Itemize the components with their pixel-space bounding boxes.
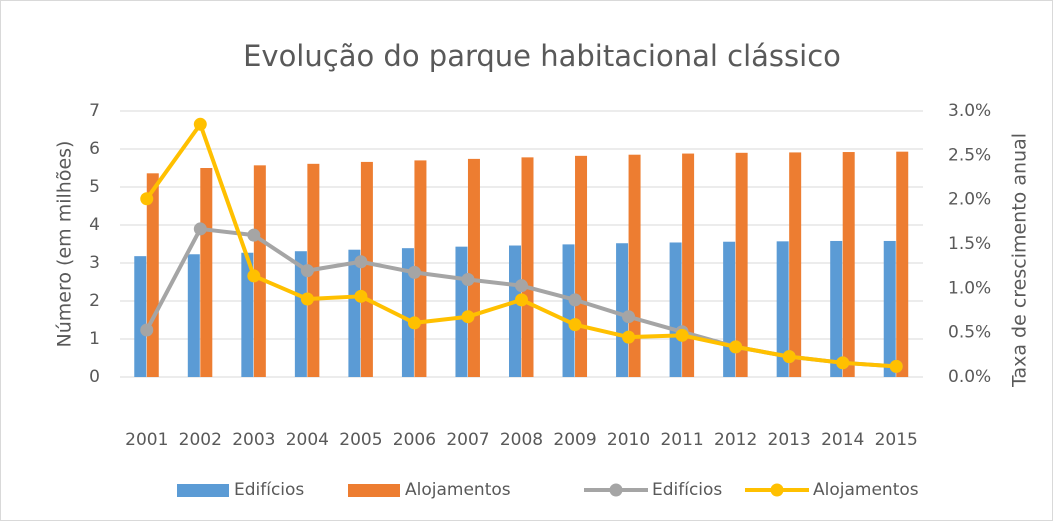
- bar: [842, 152, 855, 377]
- y-tick-label: 3: [89, 253, 100, 273]
- x-tick-label: 2008: [500, 430, 543, 450]
- bar: [348, 249, 361, 377]
- x-tick-label: 2002: [179, 430, 222, 450]
- y-tick-label: 2: [89, 291, 100, 311]
- bar: [294, 251, 307, 377]
- y2-tick-label: 2.0%: [948, 190, 991, 210]
- x-tick-label: 2005: [339, 430, 382, 450]
- bar: [896, 151, 909, 377]
- y2-tick-label: 1.0%: [948, 278, 991, 298]
- point: [836, 356, 850, 370]
- point: [729, 340, 743, 354]
- bar: [628, 154, 641, 377]
- y2-tick-label: 0.5%: [948, 323, 991, 343]
- bar: [616, 243, 629, 377]
- x-tick-label: 2004: [286, 430, 329, 450]
- point: [193, 222, 207, 236]
- point: [568, 293, 582, 307]
- bar: [682, 153, 695, 377]
- point: [354, 289, 368, 303]
- point: [247, 269, 261, 283]
- bar: [575, 155, 588, 377]
- bar: [776, 241, 789, 377]
- bar: [521, 157, 534, 377]
- x-tick-label: 2009: [553, 430, 596, 450]
- chart-title: Evolução do parque habitacional clássico: [243, 39, 841, 73]
- bar: [509, 245, 521, 377]
- point: [515, 279, 528, 293]
- point: [354, 255, 368, 269]
- bar: [134, 256, 147, 377]
- y-tick-label: 0: [89, 367, 100, 387]
- point: [193, 117, 207, 131]
- y-tick-label: 5: [89, 177, 100, 197]
- bar: [200, 168, 213, 377]
- x-tick-label: 2007: [446, 430, 489, 450]
- bar: [360, 161, 373, 377]
- y-tick-label: 7: [89, 101, 100, 121]
- y2-tick-label: 2.5%: [948, 145, 991, 165]
- bar: [830, 240, 843, 377]
- bar: [562, 244, 575, 377]
- point: [782, 350, 796, 364]
- x-tick-label: 2013: [768, 430, 811, 450]
- point: [300, 292, 314, 306]
- bar: [187, 254, 200, 377]
- bar: [669, 242, 682, 377]
- legend-label: Edifícios: [234, 480, 304, 500]
- y-tick-label: 6: [89, 139, 100, 159]
- y2-axis-title: Taxa de crescimento anual: [1009, 133, 1031, 388]
- bar: [467, 158, 480, 377]
- point: [407, 316, 421, 330]
- legend-label: Edifícios: [652, 480, 722, 500]
- bar: [253, 165, 266, 377]
- legend-swatch: [348, 484, 400, 497]
- legend-label: Alojamentos: [405, 480, 511, 500]
- bar: [789, 152, 802, 377]
- point: [622, 330, 636, 344]
- bar: [883, 240, 896, 377]
- point: [515, 293, 528, 307]
- point: [247, 228, 261, 242]
- point: [140, 323, 154, 337]
- legend-swatch: [177, 484, 229, 497]
- legend-swatch: [609, 483, 623, 497]
- point: [568, 318, 582, 332]
- point: [622, 310, 636, 324]
- y2-tick-label: 0.0%: [948, 367, 991, 387]
- x-tick-label: 2015: [875, 430, 918, 450]
- legend-swatch: [770, 483, 784, 497]
- x-tick-label: 2003: [232, 430, 275, 450]
- x-tick-label: 2001: [125, 430, 168, 450]
- x-tick-label: 2014: [821, 430, 864, 450]
- point: [407, 265, 421, 279]
- legend-label: Alojamentos: [813, 480, 919, 500]
- bar: [735, 152, 748, 377]
- y-tick-label: 1: [89, 329, 100, 349]
- y-axis-title: Número (em milhões): [54, 141, 76, 348]
- point: [140, 192, 154, 206]
- y-tick-label: 4: [89, 215, 100, 235]
- point: [461, 272, 475, 286]
- point: [300, 264, 314, 278]
- bar: [401, 248, 414, 377]
- x-tick-label: 2012: [714, 430, 757, 450]
- y2-tick-label: 1.5%: [948, 234, 991, 254]
- x-tick-label: 2011: [660, 430, 703, 450]
- y2-tick-label: 3.0%: [948, 101, 991, 121]
- point: [461, 310, 475, 324]
- point: [889, 359, 903, 373]
- x-tick-label: 2006: [393, 430, 436, 450]
- bar: [723, 241, 736, 377]
- x-tick-label: 2010: [607, 430, 650, 450]
- bar: [241, 252, 254, 377]
- point: [675, 328, 689, 342]
